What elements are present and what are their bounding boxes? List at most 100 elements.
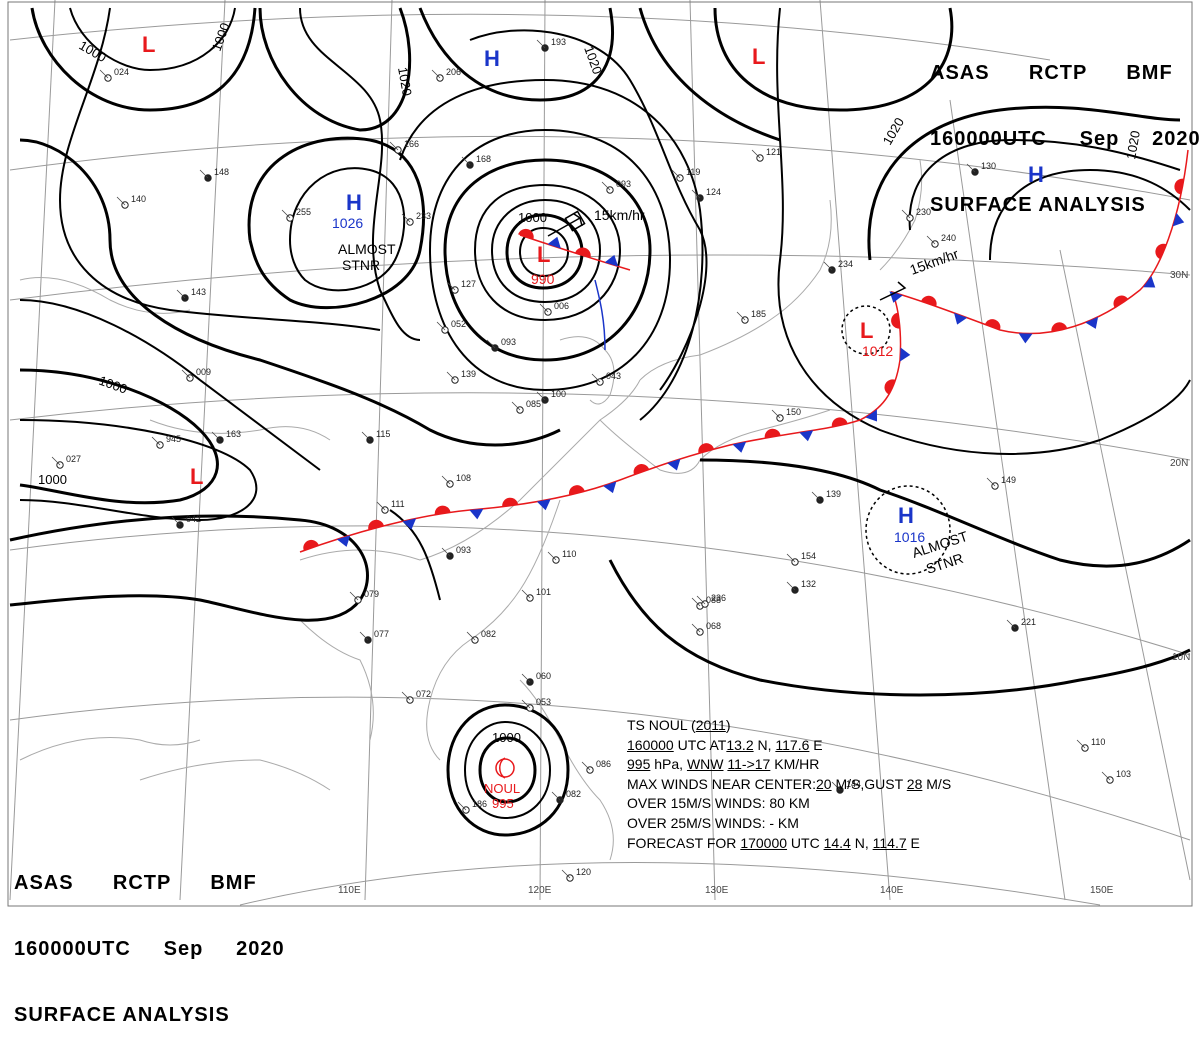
- station-pressure-label: 221: [1021, 617, 1036, 627]
- center-value: 1012: [862, 343, 893, 359]
- station-pressure-label: 124: [706, 187, 721, 197]
- isobar: [299, 7, 421, 341]
- station-pressure-label: 166: [404, 139, 419, 149]
- isobar: [399, 78, 704, 421]
- station-pressure-label: 068: [706, 621, 721, 631]
- isobar-label: 1000: [38, 472, 67, 487]
- wind-barb: [536, 391, 546, 401]
- station-pressure-label: 119: [686, 167, 700, 177]
- typhoon-info-line: 995 hPa, WNW 11->17 KM/HR: [627, 756, 820, 773]
- cold-front-symbol: [732, 441, 747, 453]
- typhoon-info-line: FORECAST FOR 170000 UTC 14.4 N, 114.7 E: [627, 834, 920, 851]
- lon-label: 120E: [528, 885, 552, 896]
- warm-front-symbol: [831, 417, 848, 428]
- stnr-label: ALMOST: [338, 241, 396, 257]
- motion-arrow: [879, 281, 907, 301]
- coastline: [19, 277, 191, 314]
- typhoon-info-block: TS NOUL (2011) 160000 UTC AT13.2 N, 117.…: [627, 716, 1027, 853]
- wind-barb: [151, 436, 161, 446]
- wind-barb: [671, 169, 681, 179]
- low-1012-dotted-outline: [841, 305, 891, 355]
- coastline: [19, 737, 201, 761]
- wind-barb: [441, 547, 451, 557]
- isobar: [19, 299, 321, 471]
- typhoon-info-line: OVER 15M/S WINDS: 80 KM: [627, 795, 810, 812]
- warm-front-symbol: [921, 295, 937, 307]
- map-frame: [7, 1, 1193, 907]
- center-value: 1016: [894, 529, 925, 545]
- parallel-line: [9, 525, 1191, 656]
- station-pressure-label: 240: [941, 233, 956, 243]
- cold-front-symbol: [604, 254, 619, 267]
- center-letter: L: [860, 318, 873, 343]
- wind-barb: [986, 477, 996, 487]
- warm-front-symbol: [698, 443, 715, 454]
- pressure-centers: L H L H 1026 L 990 L H L 1012 H 1016: [142, 32, 1044, 545]
- isobar: [519, 226, 570, 278]
- isobar: [389, 509, 441, 601]
- header-line-2: 160000UTC Sep 2020: [930, 128, 1200, 150]
- wind-barb: [389, 141, 399, 151]
- wind-barb: [431, 69, 441, 79]
- typhoon-symbol-spiral: [499, 757, 506, 779]
- station-pressure-label: 093: [616, 179, 631, 189]
- coastline: [559, 336, 615, 405]
- station-pressure-label: 144: [846, 779, 861, 789]
- wind-barb: [926, 235, 936, 245]
- station-pressure-label: 101: [536, 587, 551, 597]
- header-line-3: SURFACE ANALYSIS: [14, 1004, 230, 1026]
- station-pressure-label: 206: [446, 67, 461, 77]
- isobar: [699, 458, 1191, 568]
- cold-front-symbol: [1143, 275, 1156, 288]
- typhoon-noul: NOUL 995: [484, 757, 520, 811]
- cold-front-symbol: [469, 508, 484, 520]
- station-pressure-label: 163: [226, 429, 241, 439]
- wind-barb: [211, 431, 221, 441]
- wind-barb: [691, 597, 701, 607]
- cold-front-symbol: [1018, 333, 1033, 344]
- meridian-line: [9, 0, 56, 901]
- station-pressure-label: 086: [596, 759, 611, 769]
- station-pressure-label: 079: [364, 589, 379, 599]
- isobar: [867, 105, 1181, 261]
- meridian-line: [179, 0, 226, 901]
- warm-front-symbol: [1113, 295, 1129, 308]
- station-pressure-label: 100: [551, 389, 566, 399]
- wind-barb: [696, 595, 706, 605]
- front-line-trough-south: [594, 279, 606, 351]
- warm-front-symbol: [368, 519, 384, 530]
- warm-front-symbol: [891, 312, 901, 329]
- parallel-line: [9, 392, 1191, 461]
- wind-barb: [376, 501, 386, 511]
- station-pressure-label: 077: [374, 629, 389, 639]
- station-pressure-label: 103: [1116, 769, 1131, 779]
- wind-barb: [466, 631, 476, 641]
- cold-front-symbol: [900, 347, 911, 362]
- station-pressure-label: 139: [461, 369, 476, 379]
- parallel-line: [9, 696, 1191, 841]
- wind-barb: [436, 321, 446, 331]
- wind-barb: [547, 551, 557, 561]
- isobar: [19, 138, 561, 447]
- motion-arrows: [547, 210, 907, 301]
- center-letter: H: [898, 503, 914, 528]
- wind-barb: [281, 209, 291, 219]
- warm-front-symbol: [502, 497, 519, 507]
- center-letter: L: [142, 32, 155, 57]
- coastline: [299, 379, 641, 561]
- wind-barb: [561, 869, 571, 879]
- typhoon-pressure: 995: [492, 796, 514, 811]
- station-pressure-label: 121: [766, 147, 781, 157]
- center-value: 990: [531, 271, 555, 287]
- station-plots: 193 206 166 168 093 119 124 121 140 148 255 233 143 1…: [51, 37, 1131, 882]
- typhoon-symbol: [495, 758, 515, 778]
- cold-front-symbol: [1172, 212, 1185, 227]
- isobar-label: 1020: [395, 66, 415, 97]
- wind-barb: [349, 591, 359, 601]
- isobar: [474, 183, 622, 322]
- motion-arrow-head: [564, 210, 586, 232]
- meridian-line: [819, 0, 891, 901]
- parallel-line: [9, 13, 1051, 61]
- coordinate-labels: 110E 120E 130E 140E 150E 30N 20N 10N: [338, 270, 1190, 896]
- station-pressure-label: 115: [376, 429, 390, 439]
